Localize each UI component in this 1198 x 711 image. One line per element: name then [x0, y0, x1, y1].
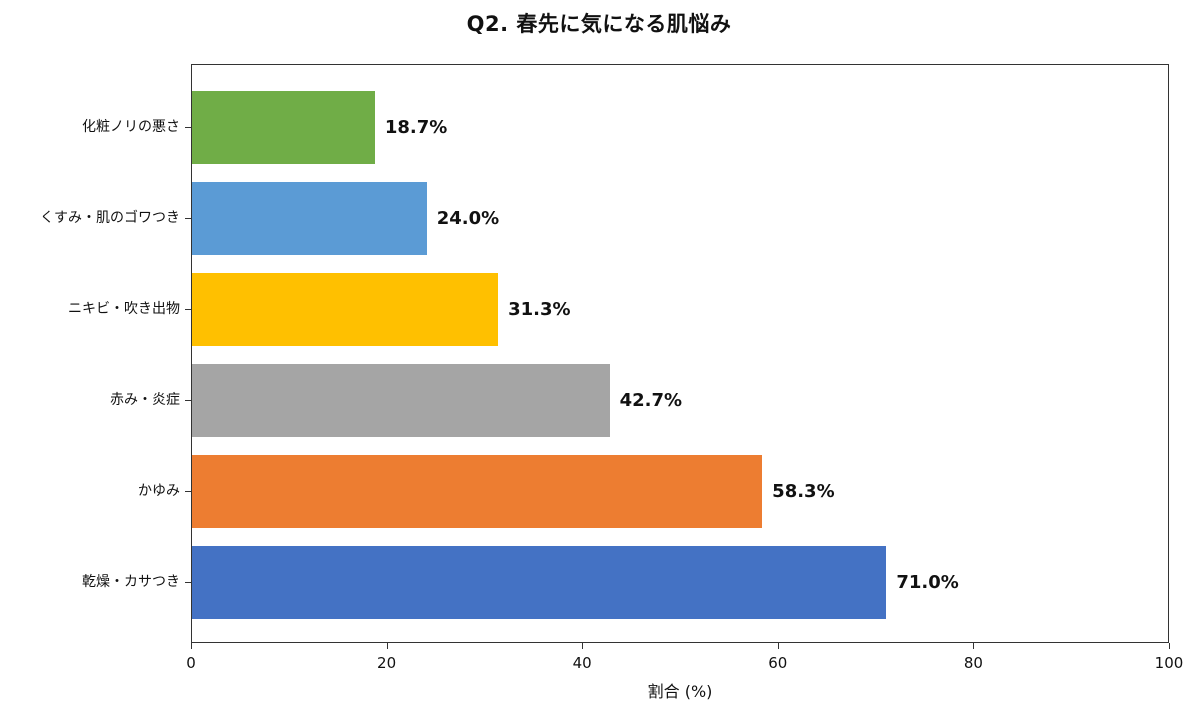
y-tick-label: ニキビ・吹き出物 — [68, 300, 180, 317]
x-tick — [582, 643, 584, 649]
x-tick-label: 40 — [572, 654, 592, 672]
x-axis-title: 割合 (%) — [647, 682, 713, 701]
y-tick — [185, 490, 191, 492]
y-tick-label: 化粧ノリの悪さ — [82, 118, 180, 135]
x-tick-label: 0 — [186, 654, 196, 672]
x-tick-label: 80 — [963, 654, 983, 672]
x-tick — [191, 643, 192, 649]
y-tick-label: くすみ・肌のゴワつき — [40, 209, 180, 226]
y-tick-label: 赤み・炎症 — [110, 391, 180, 408]
x-tick — [386, 643, 388, 649]
x-tick — [973, 643, 975, 649]
y-tick — [185, 217, 191, 219]
value-label: 58.3% — [772, 480, 835, 502]
x-tick — [777, 643, 779, 649]
x-tick-label: 100 — [1154, 654, 1184, 672]
chart-title: Q2. 春先に気になる肌悩み — [466, 12, 732, 36]
y-tick-label: かゆみ — [138, 482, 180, 499]
y-tick — [185, 126, 191, 128]
bar — [192, 455, 763, 528]
bar — [192, 182, 427, 255]
value-label: 18.7% — [384, 116, 448, 138]
y-tick-label: 乾燥・カサつき — [82, 573, 180, 590]
y-tick — [185, 308, 191, 310]
bar — [192, 364, 610, 437]
y-tick — [185, 581, 191, 583]
value-label: 42.7% — [619, 389, 683, 411]
x-tick — [1169, 643, 1170, 649]
value-label: 31.3% — [508, 298, 571, 320]
x-tick-label: 60 — [768, 654, 788, 672]
value-label: 71.0% — [896, 571, 959, 593]
bar — [192, 546, 887, 619]
x-tick-label: 20 — [377, 654, 397, 672]
y-tick — [185, 399, 191, 401]
bar — [192, 91, 375, 164]
value-label: 24.0% — [436, 207, 500, 229]
bar — [192, 273, 499, 346]
plot-area: 18.7% 24.0% 31.3% 42.7% 58.3% 71.0% — [191, 64, 1169, 643]
